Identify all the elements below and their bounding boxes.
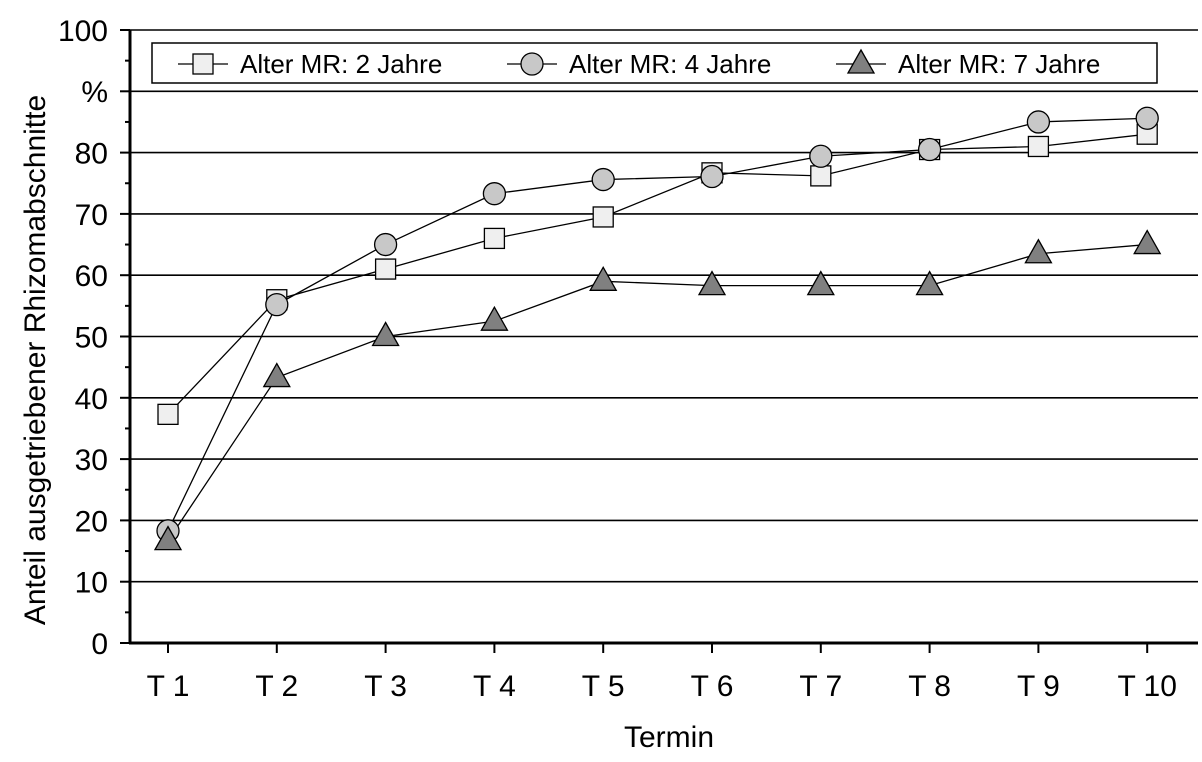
data-point: [157, 403, 179, 426]
legend-item: Alter MR: 2 Jahre: [178, 49, 442, 79]
data-point: [917, 137, 942, 162]
legend: Alter MR: 2 Jahre Alter MR: 4 Jahre Alter …: [151, 42, 1158, 84]
y-tick-label: 70: [75, 199, 108, 232]
data-point: [373, 232, 398, 257]
series-layer: [153, 106, 1162, 551]
data-point: [483, 227, 506, 250]
legend-box: [151, 42, 1158, 84]
x-tick-label: T 10: [1117, 670, 1177, 703]
x-tick-label: T 2: [255, 670, 298, 703]
y-tick-label: 20: [75, 505, 108, 538]
series-line: [167, 243, 1148, 541]
legend-marker: [520, 52, 544, 76]
y-tick-label: 10: [75, 567, 108, 600]
x-tick-label: T 5: [582, 670, 625, 703]
data-point: [480, 305, 509, 331]
data-point: [374, 258, 397, 280]
y-tick-label: 50: [75, 322, 108, 355]
data-point: [591, 167, 615, 192]
data-point: [1133, 229, 1162, 255]
data-point: [810, 165, 832, 187]
series-line: [167, 117, 1148, 532]
data-point: [1027, 135, 1050, 158]
data-point: [262, 362, 291, 388]
y-tick-label: 0: [91, 628, 108, 661]
x-tick-label: T 4: [473, 670, 516, 703]
y-tick-label: 100: [58, 15, 108, 48]
data-point: [1024, 238, 1053, 264]
data-point: [1026, 110, 1051, 134]
series-2-points: [156, 106, 1159, 543]
legend-item: Alter MR: 4 Jahre: [507, 49, 771, 79]
data-point: [697, 270, 727, 296]
x-tick-label: T 3: [364, 670, 407, 703]
data-point: [482, 182, 507, 206]
series-1-points: [157, 123, 1158, 426]
y-tick-label: 60: [75, 260, 108, 293]
x-tick-label: T 6: [691, 670, 734, 703]
series-3: [167, 243, 1148, 541]
x-tick-label: T 9: [1017, 670, 1060, 703]
x-tick-label: T 8: [908, 670, 951, 703]
x-tick-label: T 7: [799, 670, 842, 703]
legend-label: Alter MR: 4 Jahre: [569, 49, 771, 79]
data-point: [809, 144, 833, 168]
grid-lines: [130, 29, 1198, 583]
x-tick-label: T 1: [147, 670, 190, 703]
data-point: [589, 266, 618, 291]
legend-marker: [192, 53, 214, 75]
series-2: [167, 117, 1148, 532]
data-point: [592, 206, 614, 228]
y-unit-label: %: [81, 76, 108, 109]
legend-item: Alter MR: 7 Jahre: [836, 48, 1100, 79]
series-3-points: [153, 229, 1162, 551]
data-point: [1135, 106, 1159, 130]
legend-label: Alter MR: 7 Jahre: [898, 49, 1100, 79]
data-point: [700, 164, 724, 189]
legend-marker: [846, 48, 876, 74]
y-tick-label: 80: [75, 138, 108, 171]
y-tick-label: 30: [75, 444, 108, 477]
data-point: [806, 270, 835, 296]
data-point: [915, 270, 944, 296]
y-tick-label: 40: [75, 383, 108, 416]
y-axis-label: Anteil ausgetriebener Rhizomabschnitte: [19, 95, 52, 625]
axes: 0 10 20 30 40 50 60 70 80 100 T 1 T 2 T 3 T 4 T 5 T 6 T …: [58, 15, 1198, 703]
x-axis-label: Termin: [624, 721, 714, 754]
data-point: [265, 292, 289, 317]
data-point: [153, 525, 183, 551]
legend-label: Alter MR: 2 Jahre: [240, 49, 442, 79]
data-point: [371, 321, 400, 347]
series-line: [167, 133, 1148, 415]
series-1: [167, 133, 1148, 415]
